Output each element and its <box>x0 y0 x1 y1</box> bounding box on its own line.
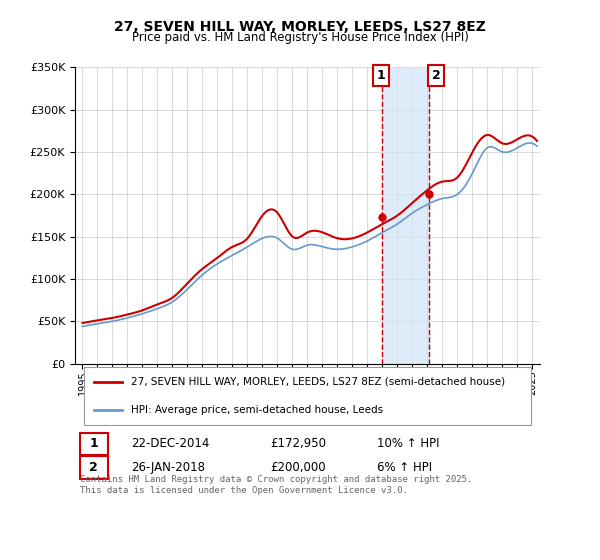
Bar <box>382 67 428 363</box>
Text: 2: 2 <box>89 461 98 474</box>
Text: 22-DEC-2014: 22-DEC-2014 <box>131 437 209 450</box>
Text: £200,000: £200,000 <box>270 461 326 474</box>
Text: 6% ↑ HPI: 6% ↑ HPI <box>377 461 433 474</box>
Text: 2: 2 <box>431 69 440 82</box>
Text: 1: 1 <box>89 437 98 450</box>
Text: 1: 1 <box>376 69 385 82</box>
Text: 26-JAN-2018: 26-JAN-2018 <box>131 461 205 474</box>
Text: Contains HM Land Registry data © Crown copyright and database right 2025.
This d: Contains HM Land Registry data © Crown c… <box>80 475 472 495</box>
Text: £172,950: £172,950 <box>270 437 326 450</box>
Text: 27, SEVEN HILL WAY, MORLEY, LEEDS, LS27 8EZ (semi-detached house): 27, SEVEN HILL WAY, MORLEY, LEEDS, LS27 … <box>131 377 505 387</box>
Text: HPI: Average price, semi-detached house, Leeds: HPI: Average price, semi-detached house,… <box>131 405 383 415</box>
Text: 27, SEVEN HILL WAY, MORLEY, LEEDS, LS27 8EZ: 27, SEVEN HILL WAY, MORLEY, LEEDS, LS27 … <box>114 20 486 34</box>
FancyBboxPatch shape <box>84 367 531 425</box>
Text: Price paid vs. HM Land Registry's House Price Index (HPI): Price paid vs. HM Land Registry's House … <box>131 31 469 44</box>
FancyBboxPatch shape <box>80 456 107 479</box>
Text: 10% ↑ HPI: 10% ↑ HPI <box>377 437 440 450</box>
FancyBboxPatch shape <box>80 432 107 455</box>
